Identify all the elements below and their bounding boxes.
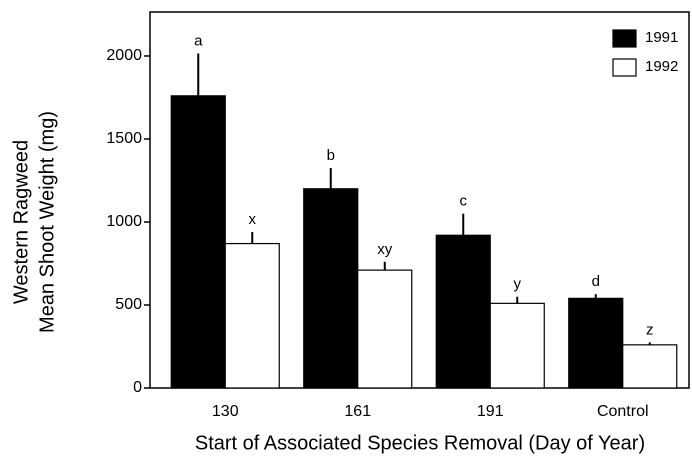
bar xyxy=(568,297,624,389)
bar xyxy=(224,242,280,389)
legend-swatch xyxy=(612,58,637,77)
significance-letter: z xyxy=(646,321,654,338)
y-tick-label: 2000 xyxy=(106,47,142,64)
significance-letter: a xyxy=(194,32,203,49)
bar xyxy=(303,188,359,389)
bar xyxy=(622,344,678,389)
bar xyxy=(357,269,413,389)
bar xyxy=(170,95,226,389)
x-tick-label: Control xyxy=(597,403,649,420)
bar xyxy=(435,234,491,389)
legend-label: 1991 xyxy=(645,29,678,46)
y-tick-label: 1000 xyxy=(106,213,142,230)
y-axis-label: Western Ragweed xyxy=(10,140,32,304)
y-tick-label: 0 xyxy=(133,379,142,396)
significance-letter: y xyxy=(514,276,522,293)
significance-letter: d xyxy=(592,273,600,290)
x-tick-label: 191 xyxy=(477,403,504,420)
plot-frame xyxy=(149,11,690,389)
legend-swatch xyxy=(612,29,637,48)
bar xyxy=(489,302,545,389)
x-tick-label: 130 xyxy=(212,403,239,420)
x-tick-label: 161 xyxy=(344,403,371,420)
x-axis-label: Start of Associated Species Removal (Day… xyxy=(195,432,645,454)
significance-letter: xy xyxy=(377,241,393,258)
y-axis-label: Mean Shoot Weight (mg) xyxy=(36,111,58,333)
y-tick-label: 1500 xyxy=(106,130,142,147)
legend-label: 1992 xyxy=(645,58,678,75)
significance-letter: c xyxy=(460,193,468,210)
significance-letter: b xyxy=(327,147,335,164)
y-tick-label: 500 xyxy=(115,296,142,313)
significance-letter: x xyxy=(249,211,257,228)
